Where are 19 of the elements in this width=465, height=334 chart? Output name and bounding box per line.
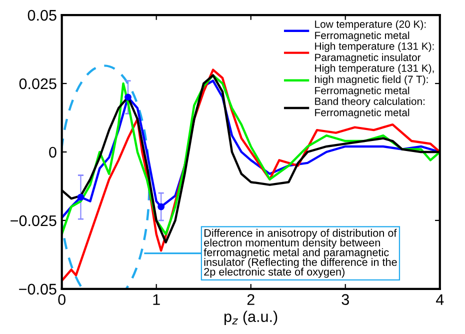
x-axis-title: p$_{z}$ (a.u.) [224,310,278,326]
legend-label: Band theory calculation: Ferromagnetic metal [315,97,424,118]
y-tick-label: 0.025 [19,78,56,90]
y-tick-label: 0 [49,146,56,158]
x-tick-label: 2 [247,294,254,305]
x-tick-label: 4 [436,294,444,305]
legend-label: High temperature (131 K), high magnetic field (7 T): Ferromagnetic metal [314,64,434,96]
point [77,194,84,201]
y-tick-label: 0.05 [28,10,56,21]
legend-label: High temperature (131 K): Paramagnetic insulator [315,42,434,64]
point [158,203,165,210]
x-tick-label: 1 [153,294,160,305]
x-tick-label: 0 [58,294,66,305]
point [124,94,132,101]
legend-label: Low temperature (20 K): Ferromagnetic metal [315,20,426,42]
annotation: Difference in anisotropy of distribution of electron momentum density between ferromagnetic metal and paramagnetic insulator (Reflecting the difference in the 2p electronic state of oxygen) [204,228,397,278]
y-tick-label: −0.05 [19,284,56,295]
y-tick-label: −0.025 [10,215,56,226]
x-tick-label: 3 [342,294,349,305]
